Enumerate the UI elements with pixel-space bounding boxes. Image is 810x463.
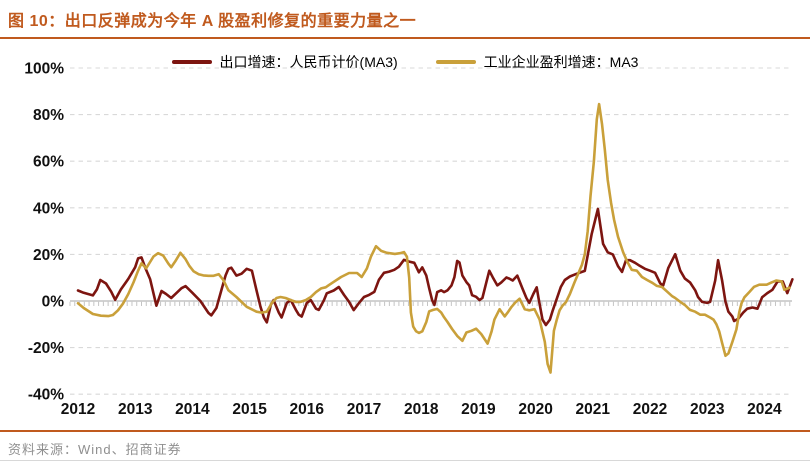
bottom-divider: [0, 460, 810, 461]
legend-label-export: 出口增速：人民币计价(MA3): [219, 54, 398, 70]
x-tick-label: 2017: [347, 401, 381, 418]
chart-legend: 出口增速：人民币计价(MA3) 工业企业盈利增速：MA3: [0, 52, 810, 72]
x-tick-label: 2014: [175, 401, 210, 418]
x-tick-label: 2024: [747, 401, 782, 418]
y-tick-label: 100%: [24, 61, 64, 78]
y-tick-label: 80%: [33, 107, 64, 124]
figure-title: 图 10：出口反弹成为今年 A 股盈利修复的重要力量之一: [0, 0, 810, 39]
legend-item-export: 出口增速：人民币计价(MA3): [171, 52, 398, 72]
y-tick-label: 60%: [33, 154, 64, 171]
x-axis-labels: 2012 2013 2014 2015 2016 2017 2018 2019 2020 2021…: [61, 401, 782, 418]
x-tick-label: 2013: [118, 401, 153, 418]
legend-item-profit: 工业企业盈利增速：MA3: [435, 52, 639, 72]
x-tick-label: 2018: [404, 401, 439, 418]
x-tick-label: 2021: [576, 401, 611, 418]
x-tick-label: 2015: [232, 401, 267, 418]
export-growth-line: [76, 207, 794, 327]
x-tick-label: 2020: [518, 401, 552, 418]
y-tick-label: -20%: [28, 340, 64, 357]
x-tick-label: 2023: [690, 401, 725, 418]
gridlines: [70, 67, 792, 395]
x-tick-label: 2022: [633, 401, 667, 418]
x-tick-label: 2016: [290, 401, 325, 418]
profit-line-swatch-icon: [435, 60, 476, 64]
series-lines: [76, 102, 794, 374]
zero-axis-minor-ticks: [69, 301, 791, 306]
x-tick-label: 2019: [461, 401, 496, 418]
y-axis-labels: 100% 80% 60% 40% 20% 0% -20% -40%: [24, 61, 64, 404]
y-tick-label: 0%: [42, 294, 65, 311]
industrial-profit-line: [76, 102, 791, 374]
x-tick-label: 2012: [61, 401, 95, 418]
y-tick-label: 40%: [33, 200, 64, 217]
legend-label-profit: 工业企业盈利增速：MA3: [483, 54, 639, 70]
y-tick-label: -40%: [28, 387, 64, 404]
y-tick-label: 20%: [33, 247, 64, 264]
export-line-swatch-icon: [171, 60, 212, 64]
source-note: 资料来源：Wind、招商证券: [0, 430, 810, 458]
